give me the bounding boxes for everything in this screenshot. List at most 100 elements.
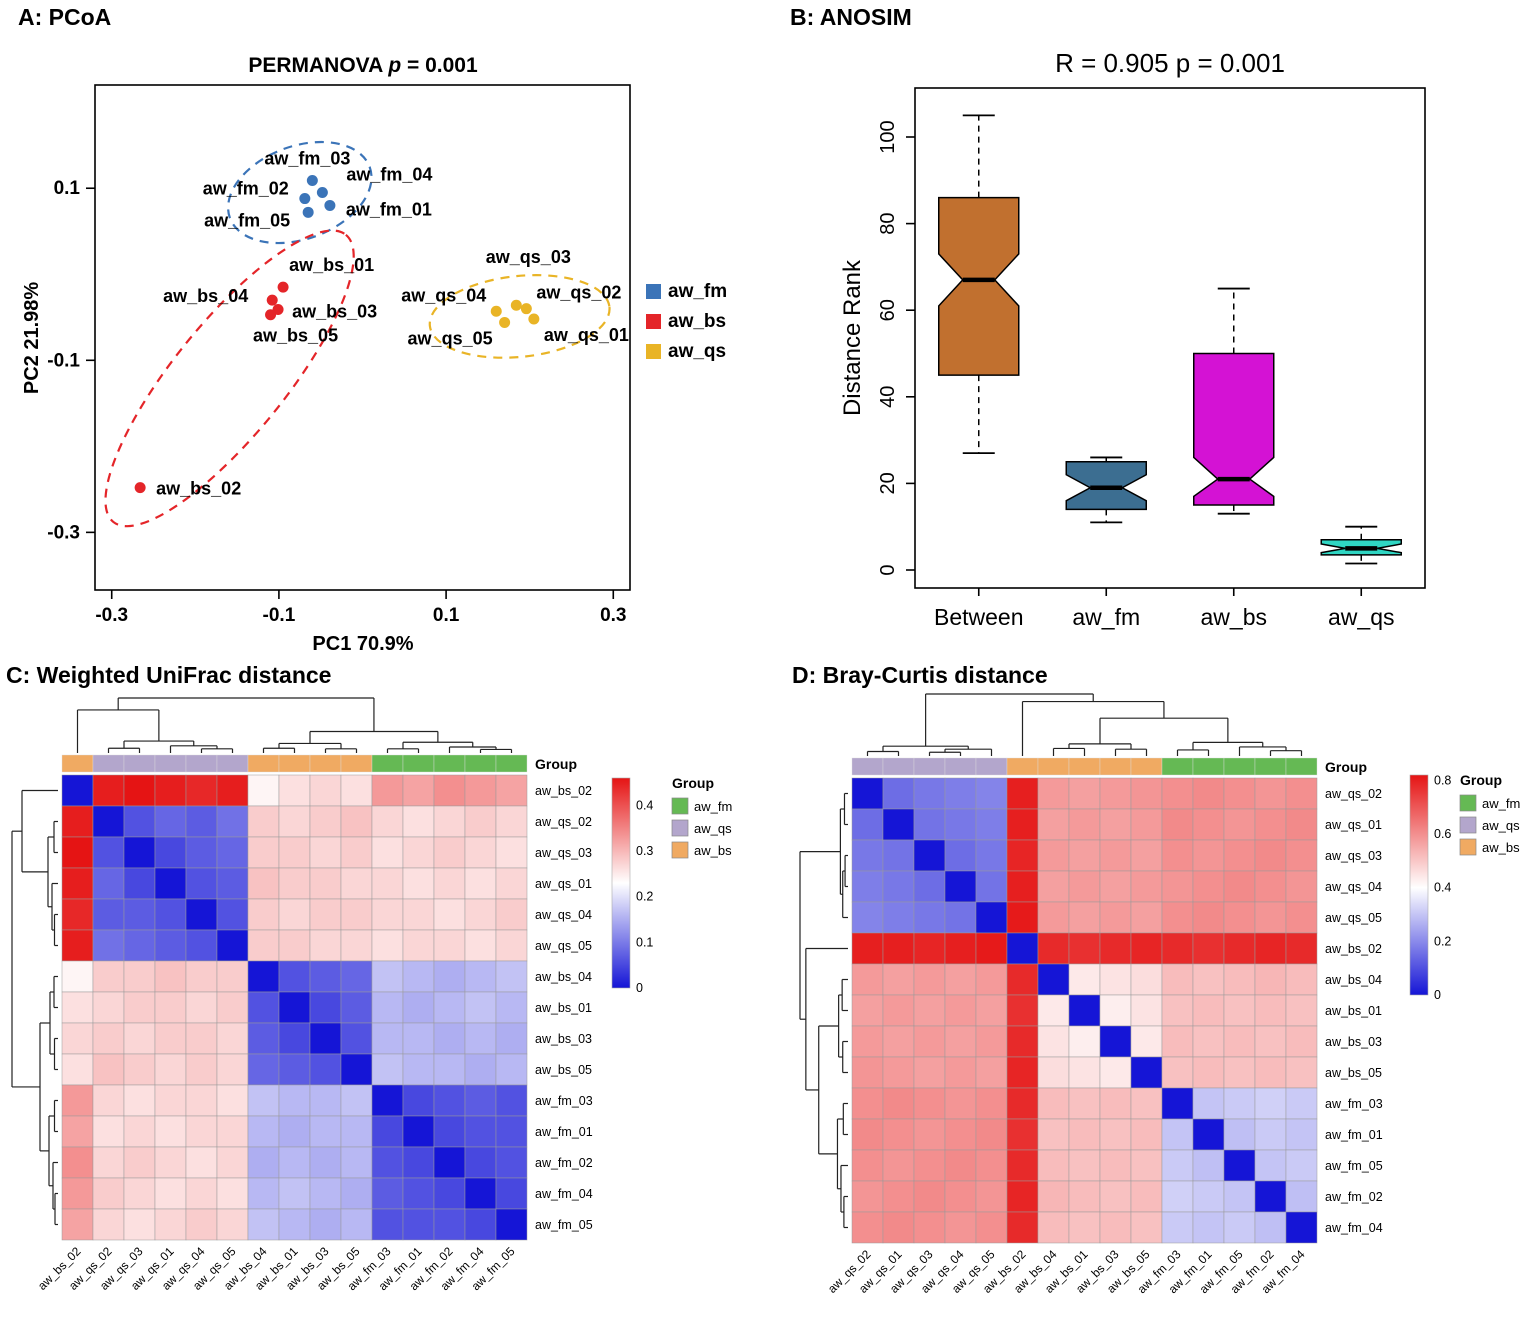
heatmap-cell (123, 1022, 156, 1055)
heatmap-cell (1006, 932, 1039, 965)
x-tick-label: 0.3 (600, 605, 626, 626)
heatmap-cell (1192, 1056, 1225, 1089)
heatmap-cell (882, 808, 915, 841)
heatmap-cell (1006, 777, 1039, 810)
heatmap-cell (402, 991, 435, 1024)
heatmap-cell (1223, 1025, 1256, 1058)
heatmap-cell (1223, 963, 1256, 996)
braycurtis-heatmap: Group aw_qs_02 aw_qs_01 aw_qs_03 aw_qs_04 aw_… (799, 693, 1520, 1296)
heatmap-cell (1068, 1211, 1101, 1244)
heatmap-cell (1161, 932, 1194, 965)
heatmap-cell (154, 1177, 187, 1210)
heatmap-cell (1068, 1056, 1101, 1089)
heatmap-cell (278, 1084, 311, 1117)
heatmap-cell (464, 836, 497, 869)
row-label: aw_qs_01 (535, 877, 592, 891)
row-label: aw_bs_03 (535, 1032, 592, 1046)
heatmap-cell (340, 929, 373, 962)
heatmap-cell (278, 1022, 311, 1055)
heatmap-cell (247, 1022, 280, 1055)
heatmap-cell (1192, 1118, 1225, 1151)
heatmap-cell (185, 1177, 218, 1210)
heatmap-cell (464, 1053, 497, 1086)
panel-unifrac-heatmap: C: Weighted UniFrac distance Group aw_bs_… (0, 660, 760, 1320)
heatmap-cell (309, 960, 342, 993)
group-annotation-cell (944, 757, 977, 776)
group-annotation-cell (154, 754, 187, 773)
heatmap-cell (371, 867, 404, 900)
row-label: aw_bs_03 (1325, 1035, 1382, 1049)
group-legend-swatch-aw_fm (671, 797, 689, 815)
heatmap-cell (1099, 932, 1132, 965)
heatmap-cell (882, 1149, 915, 1182)
heatmap-cell (851, 963, 884, 996)
plot-frame (914, 87, 1426, 589)
category-label: aw_qs (1328, 604, 1394, 630)
heatmap-cell (371, 1053, 404, 1086)
heatmap-cell (340, 898, 373, 931)
heatmap-cell (1192, 1180, 1225, 1213)
heatmap-cell (433, 929, 466, 962)
heatmap-cell (851, 1056, 884, 1089)
row-label: aw_qs_04 (1325, 880, 1382, 894)
heatmap-cell (340, 774, 373, 807)
heatmap-cell (1037, 1087, 1070, 1120)
heatmap-cell (371, 836, 404, 869)
heatmap-cell (433, 867, 466, 900)
heatmap-cell (913, 839, 946, 872)
heatmap-cell (913, 1025, 946, 1058)
heatmap-cell (1037, 1056, 1070, 1089)
group-annotation-cell (913, 757, 946, 776)
heatmap-cell (1223, 1149, 1256, 1182)
heatmap-cell (944, 1025, 977, 1058)
group-annotation-cell (340, 754, 373, 773)
panel-d-heading: D: Bray-Curtis distance (792, 662, 1048, 688)
heatmap-cell (309, 929, 342, 962)
heatmap-cell (913, 1211, 946, 1244)
heatmap-cell (1130, 1211, 1163, 1244)
heatmap-cell (913, 777, 946, 810)
heatmap-cell (1068, 1118, 1101, 1151)
group-annotation-cell (247, 754, 280, 773)
heatmap-cell (154, 1115, 187, 1148)
heatmap-cell (309, 898, 342, 931)
pcoa-point-aw_qs_04 (490, 305, 502, 317)
heatmap-cell (371, 1115, 404, 1148)
heatmap-cell (247, 1084, 280, 1117)
heatmap-cell (278, 898, 311, 931)
heatmap-cell (495, 1053, 528, 1086)
group-annotation-cell (309, 754, 342, 773)
heatmap-cell (402, 1177, 435, 1210)
group-annotation-cell (1130, 757, 1163, 776)
heatmap-cell (975, 994, 1008, 1027)
heatmap-cell (1037, 932, 1070, 965)
chart-graphic: PERMANOVA (248, 54, 388, 77)
heatmap-cell (944, 1118, 977, 1151)
heatmap-cell (1285, 1056, 1318, 1089)
heatmap-cell (1099, 994, 1132, 1027)
heatmap-cell (1192, 1025, 1225, 1058)
heatmap-cell (247, 898, 280, 931)
row-label: aw_bs_01 (535, 1001, 592, 1015)
heatmap-cell (247, 1115, 280, 1148)
heatmap-cell (247, 1146, 280, 1179)
heatmap-cell (1006, 1025, 1039, 1058)
group-annotation-cell (402, 754, 435, 773)
heatmap-cell (851, 870, 884, 903)
heatmap-cell (123, 1208, 156, 1241)
heatmap-cell (309, 1115, 342, 1148)
heatmap-cell (92, 1053, 125, 1086)
heatmap-cell (1285, 963, 1318, 996)
heatmap-cell (1006, 901, 1039, 934)
heatmap-cell (882, 963, 915, 996)
heatmap-cell (278, 836, 311, 869)
heatmap-cell (154, 867, 187, 900)
heatmap-cell (61, 898, 94, 931)
heatmap-cell (340, 1115, 373, 1148)
pcoa-title: PERMANOVA p = 0.001 (248, 54, 478, 77)
heatmap-cell (402, 898, 435, 931)
heatmap-cell (247, 991, 280, 1024)
heatmap-cell (882, 901, 915, 934)
heatmap-cell (371, 1022, 404, 1055)
heatmap-cell (1099, 1149, 1132, 1182)
